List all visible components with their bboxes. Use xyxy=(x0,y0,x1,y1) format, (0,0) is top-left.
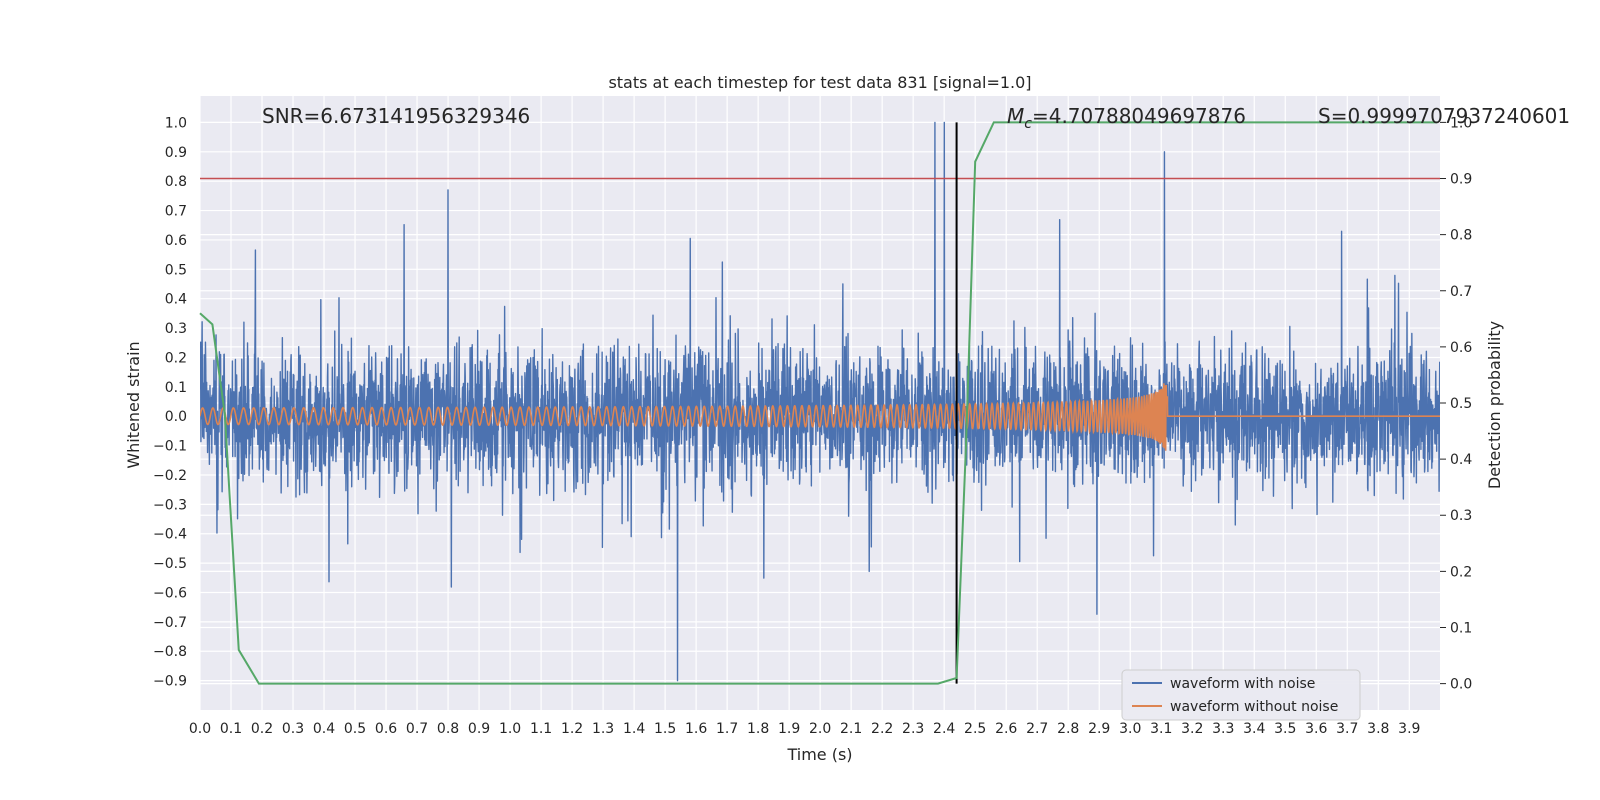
x-tick-label: 3.5 xyxy=(1274,721,1296,737)
y-tick-label: −0.3 xyxy=(153,497,187,513)
y2-tick-label: 0.3 xyxy=(1450,508,1472,524)
x-tick-label: 1.6 xyxy=(685,721,707,737)
x-tick-label: 2.6 xyxy=(995,721,1017,737)
x-axis-ticks: 0.0 0.1 0.2 0.3 0.4 0.5 0.6 0.7 0.8 0.9 1.0 1.1 1.2 1… xyxy=(189,721,1421,737)
y-tick-label: 0.4 xyxy=(165,292,187,308)
y2-tick-label: 0.0 xyxy=(1450,677,1472,693)
x-tick-label: 1.3 xyxy=(592,721,614,737)
chirp-mass-subscript: c xyxy=(1024,116,1032,132)
x-tick-label: 0.5 xyxy=(344,721,366,737)
y-tick-label: 0.0 xyxy=(165,409,187,425)
x-tick-label: 2.1 xyxy=(840,721,862,737)
y2-tick-label: 0.8 xyxy=(1450,228,1472,244)
legend-box xyxy=(1121,669,1361,721)
y-tick-label: 0.5 xyxy=(165,262,187,278)
y2-tick-label: 0.7 xyxy=(1450,284,1472,300)
legend-label-clean: waveform without noise xyxy=(1170,699,1338,715)
y-axis-label: Whitened strain xyxy=(124,341,143,468)
x-tick-label: 0.1 xyxy=(220,721,242,737)
x-tick-label: 2.0 xyxy=(809,721,831,737)
x-tick-label: 1.1 xyxy=(530,721,552,737)
x-tick-label: 3.3 xyxy=(1212,721,1234,737)
y-tick-label: −0.2 xyxy=(153,468,187,484)
x-tick-label: 1.8 xyxy=(747,721,769,737)
y2-tick-label: 0.6 xyxy=(1450,340,1472,356)
x-tick-label: 0.7 xyxy=(406,721,428,737)
y2-axis-ticks: 1.0 0.9 0.8 0.7 0.6 0.5 0.4 0.3 0.2 0.1 0.0 xyxy=(1440,115,1472,693)
x-tick-label: 2.7 xyxy=(1026,721,1048,737)
series-layer xyxy=(200,121,1440,682)
x-tick-label: 3.2 xyxy=(1181,721,1203,737)
y-tick-label: 0.9 xyxy=(165,145,187,161)
snr-annotation: SNR=6.673141956329346 xyxy=(262,104,530,128)
y-tick-label: −0.6 xyxy=(153,585,187,601)
x-tick-label: 2.4 xyxy=(933,721,955,737)
y2-tick-label: 0.1 xyxy=(1450,620,1472,636)
y-tick-label: −0.7 xyxy=(153,615,187,631)
x-tick-label: 1.7 xyxy=(716,721,738,737)
x-tick-label: 0.0 xyxy=(189,721,211,737)
y-tick-label: 0.8 xyxy=(165,174,187,190)
x-tick-label: 0.4 xyxy=(313,721,335,737)
x-tick-label: 3.8 xyxy=(1367,721,1389,737)
y-tick-label: 0.3 xyxy=(165,321,187,337)
y-tick-label: −0.1 xyxy=(153,439,187,455)
y-tick-label: 0.7 xyxy=(165,204,187,220)
x-tick-label: 0.2 xyxy=(251,721,273,737)
x-tick-label: 3.0 xyxy=(1119,721,1141,737)
series-waveform-with-noise xyxy=(200,121,1440,682)
x-tick-label: 1.5 xyxy=(654,721,676,737)
x-tick-label: 0.8 xyxy=(437,721,459,737)
x-tick-label: 3.4 xyxy=(1243,721,1265,737)
y2-tick-label: 0.4 xyxy=(1450,452,1472,468)
x-tick-label: 1.4 xyxy=(623,721,645,737)
chirp-mass-value: =4.70788049697876 xyxy=(1032,104,1246,128)
y-tick-label: −0.5 xyxy=(153,556,187,572)
legend-label-noise: waveform with noise xyxy=(1170,676,1315,692)
s-annotation: S=0.9999707937240601 xyxy=(1318,104,1570,128)
y-tick-label: −0.4 xyxy=(153,527,187,543)
y-tick-label: 0.2 xyxy=(165,350,187,366)
series-detection-probability xyxy=(199,121,1438,685)
x-tick-label: 2.3 xyxy=(902,721,924,737)
x-tick-label: 2.8 xyxy=(1057,721,1079,737)
chirp-mass-symbol: M xyxy=(1007,104,1024,128)
y2-tick-label: 0.2 xyxy=(1450,564,1472,580)
x-tick-label: 2.2 xyxy=(871,721,893,737)
x-tick-label: 2.5 xyxy=(964,721,986,737)
x-tick-label: 1.2 xyxy=(561,721,583,737)
x-tick-label: 3.9 xyxy=(1398,721,1420,737)
y-tick-label: −0.8 xyxy=(153,644,187,660)
y-tick-label: 0.6 xyxy=(165,233,187,249)
series-waveform-without-noise xyxy=(200,383,1440,451)
chart-title: stats at each timestep for test data 831… xyxy=(608,73,1031,92)
x-tick-label: 3.1 xyxy=(1150,721,1172,737)
y2-axis-label: Detection probability xyxy=(1485,321,1504,489)
chirp-mass-annotation: Mc=4.70788049697876 xyxy=(1007,104,1246,132)
legend: waveform with noise waveform without noi… xyxy=(1121,669,1361,721)
y-tick-label: −0.9 xyxy=(153,674,187,690)
x-tick-label: 1.0 xyxy=(499,721,521,737)
x-axis-label: Time (s) xyxy=(786,745,852,764)
y-axis-ticks: 1.0 0.9 0.8 0.7 0.6 0.5 0.4 0.3 0.2 0.1 0.0 −0.1 −0.… xyxy=(153,115,187,689)
marker-layer xyxy=(199,121,1440,685)
y2-tick-label: 0.9 xyxy=(1450,172,1472,188)
x-tick-label: 3.6 xyxy=(1305,721,1327,737)
y2-tick-label: 1.0 xyxy=(1450,115,1472,131)
y2-tick-label: 0.5 xyxy=(1450,396,1472,412)
x-tick-label: 0.9 xyxy=(468,721,490,737)
x-tick-label: 1.9 xyxy=(778,721,800,737)
x-tick-label: 0.3 xyxy=(282,721,304,737)
x-tick-label: 3.7 xyxy=(1336,721,1358,737)
y-tick-label: 1.0 xyxy=(165,115,187,131)
x-tick-label: 0.6 xyxy=(375,721,397,737)
y-tick-label: 0.1 xyxy=(165,380,187,396)
x-tick-label: 2.9 xyxy=(1088,721,1110,737)
